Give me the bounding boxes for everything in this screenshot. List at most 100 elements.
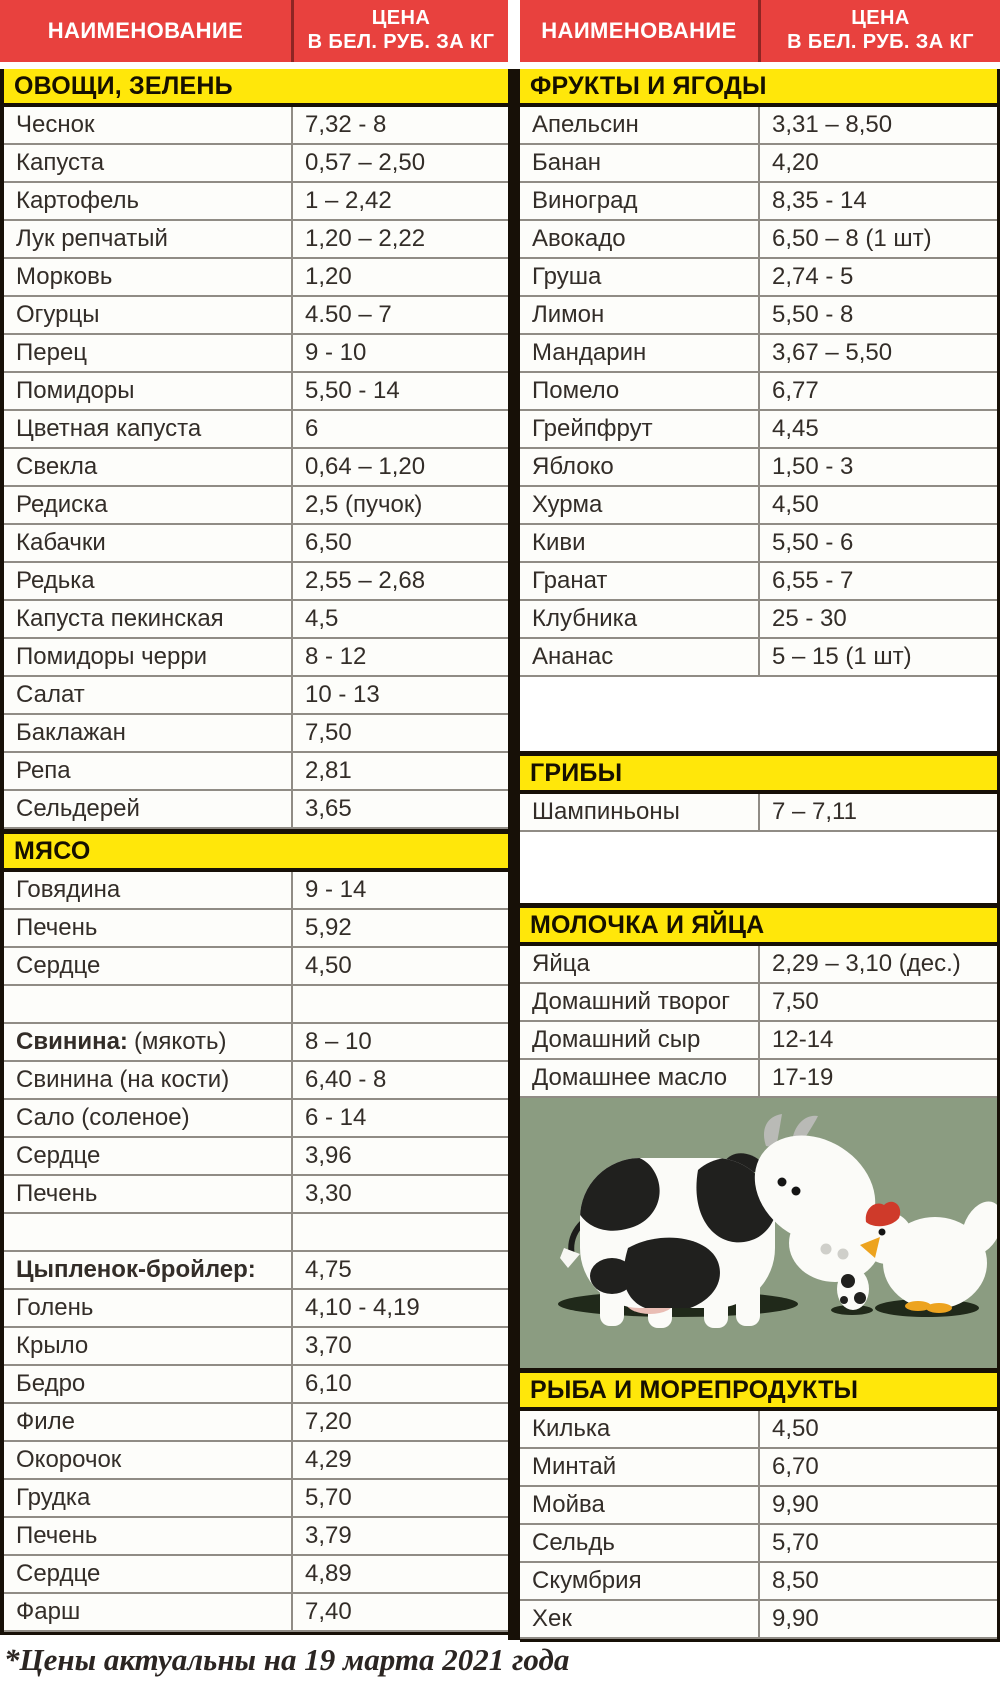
table-row: Лимон 5,50 - 8 bbox=[520, 297, 997, 335]
price-cell: 5,50 - 6 bbox=[758, 525, 997, 561]
product-name-cell: Домашний сыр bbox=[532, 1026, 701, 1053]
price-column-header: ЦЕНА В БЕЛ. РУБ. ЗА КГ bbox=[758, 0, 1000, 62]
table-row bbox=[4, 1214, 508, 1252]
product-name-cell: Домашнее масло bbox=[532, 1064, 728, 1091]
price-cell: 4,89 bbox=[291, 1556, 508, 1592]
table-row: Цыпленок-бройлер: 4,75 bbox=[4, 1252, 508, 1290]
column-divider-bar bbox=[508, 69, 520, 1640]
price-cell bbox=[291, 1214, 508, 1250]
price-cell: 5,70 bbox=[758, 1525, 997, 1561]
product-name-cell: Печень bbox=[16, 914, 98, 941]
product-name-cell: Яблоко bbox=[532, 453, 614, 480]
product-name-cell: Виноград bbox=[532, 187, 638, 214]
price-cell: 9 - 10 bbox=[291, 335, 508, 371]
product-name-cell: Огурцы bbox=[16, 301, 100, 328]
table-row: Крыло 3,70 bbox=[4, 1328, 508, 1366]
product-name-cell: Мандарин bbox=[532, 339, 647, 366]
table-row: Хурма 4,50 bbox=[520, 487, 997, 525]
product-name-cell: Свинина (на кости) bbox=[16, 1066, 230, 1093]
table-row: Хек 9,90 bbox=[520, 1601, 997, 1639]
product-name-cell: Сердце bbox=[16, 1560, 101, 1587]
price-cell: 2,74 - 5 bbox=[758, 259, 997, 295]
product-name-cell: Капуста пекинская bbox=[16, 605, 224, 632]
header-gap bbox=[520, 62, 1000, 69]
price-cell: 5,70 bbox=[291, 1480, 508, 1516]
product-name-cell: Грудка bbox=[16, 1484, 91, 1511]
table-row: Огурцы 4.50 – 7 bbox=[4, 297, 508, 335]
table-row bbox=[4, 986, 508, 1024]
table-row: Окорочок 4,29 bbox=[4, 1442, 508, 1480]
product-name-cell: Свекла bbox=[16, 453, 98, 480]
product-name-cell: Филе bbox=[16, 1408, 76, 1435]
table-row: Яйца 2,29 – 3,10 (дес.) bbox=[520, 946, 997, 984]
price-cell: 7,50 bbox=[291, 715, 508, 751]
price-cell: 8,35 - 14 bbox=[758, 183, 997, 219]
price-cell: 6,50 bbox=[291, 525, 508, 561]
product-name-cell: Говядина bbox=[16, 876, 121, 903]
table-row: Клубника 25 - 30 bbox=[520, 601, 997, 639]
header-gap bbox=[0, 62, 508, 69]
product-name-cell: Репа bbox=[16, 757, 71, 784]
table-row: Груша 2,74 - 5 bbox=[520, 259, 997, 297]
price-cell: 3,70 bbox=[291, 1328, 508, 1364]
product-name-cell: Голень bbox=[16, 1294, 94, 1321]
table-body-right: ФРУКТЫ И ЯГОДЫ Апельсин 3,31 – 8,50 Банан 4,… bbox=[520, 69, 1000, 1642]
product-name-cell: Сельдерей bbox=[16, 795, 140, 822]
price-cell: 6,77 bbox=[758, 373, 997, 409]
price-cell: 6,40 - 8 bbox=[291, 1062, 508, 1098]
table-row: Виноград 8,35 - 14 bbox=[520, 183, 997, 221]
price-cell: 9,90 bbox=[758, 1601, 997, 1637]
table-row: Редиска 2,5 (пучок) bbox=[4, 487, 508, 525]
product-name-cell: Хек bbox=[532, 1605, 572, 1632]
price-cell: 5,50 - 8 bbox=[758, 297, 997, 333]
product-name-cell: Авокадо bbox=[532, 225, 626, 252]
table-row: Редька 2,55 – 2,68 bbox=[4, 563, 508, 601]
price-cell: 3,65 bbox=[291, 791, 508, 827]
table-row: Говядина 9 - 14 bbox=[4, 872, 508, 910]
price-cell: 4,10 - 4,19 bbox=[291, 1290, 508, 1326]
product-name-cell: Картофель bbox=[16, 187, 140, 214]
product-name-cell: Морковь bbox=[16, 263, 113, 290]
table-row: Сердце 4,50 bbox=[4, 948, 508, 986]
price-tables: НАИМЕНОВАНИЕ ЦЕНА В БЕЛ. РУБ. ЗА КГ ОВОЩ… bbox=[0, 0, 1000, 1642]
price-cell: 17-19 bbox=[758, 1060, 997, 1096]
product-name-cell: Баклажан bbox=[16, 719, 126, 746]
price-cell bbox=[291, 986, 508, 1022]
table-row: Капуста 0,57 – 2,50 bbox=[4, 145, 508, 183]
table-row: Шампиньоны 7 – 7,11 bbox=[520, 794, 997, 832]
price-cell: 7,32 - 8 bbox=[291, 107, 508, 143]
product-name-cell: Домашний творог bbox=[532, 988, 730, 1015]
table-row: Помидоры черри 8 - 12 bbox=[4, 639, 508, 677]
table-row: Домашнее масло 17-19 bbox=[520, 1060, 997, 1098]
table-row: Баклажан 7,50 bbox=[4, 715, 508, 753]
product-name-cell: Печень bbox=[16, 1180, 98, 1207]
product-name-cell: Груша bbox=[532, 263, 602, 290]
product-name-cell: Фарш bbox=[16, 1598, 81, 1625]
price-cell: 5 – 15 (1 шт) bbox=[758, 639, 997, 675]
price-cell: 0,57 – 2,50 bbox=[291, 145, 508, 181]
price-cell: 9,90 bbox=[758, 1487, 997, 1523]
product-name-cell: Сердце bbox=[16, 1142, 101, 1169]
table-row: Киви 5,50 - 6 bbox=[520, 525, 997, 563]
product-name-cell: Гранат bbox=[532, 567, 608, 594]
section-header: МЯСО bbox=[4, 829, 508, 872]
price-cell: 6 bbox=[291, 411, 508, 447]
product-name-cell: Капуста bbox=[16, 149, 105, 176]
price-cell: 1 – 2,42 bbox=[291, 183, 508, 219]
column-divider bbox=[508, 0, 520, 1640]
table-row: Грейпфрут 4,45 bbox=[520, 411, 997, 449]
table-row: Банан 4,20 bbox=[520, 145, 997, 183]
price-cell: 3,30 bbox=[291, 1176, 508, 1212]
table-row: Скумбрия 8,50 bbox=[520, 1563, 997, 1601]
product-name-cell: Помидоры bbox=[16, 377, 135, 404]
table-row: Сало (соленое) 6 - 14 bbox=[4, 1100, 508, 1138]
price-cell: 6 - 14 bbox=[291, 1100, 508, 1136]
product-name-cell: Сельдь bbox=[532, 1529, 615, 1556]
product-name-cell: Помело bbox=[532, 377, 620, 404]
price-cell: 1,50 - 3 bbox=[758, 449, 997, 485]
product-name-cell: Редиска bbox=[16, 491, 108, 518]
product-name-cell: Лимон bbox=[532, 301, 605, 328]
table-row: Филе 7,20 bbox=[4, 1404, 508, 1442]
table-row: Лук репчатый 1,20 – 2,22 bbox=[4, 221, 508, 259]
table-row: Свинина (на кости) 6,40 - 8 bbox=[4, 1062, 508, 1100]
